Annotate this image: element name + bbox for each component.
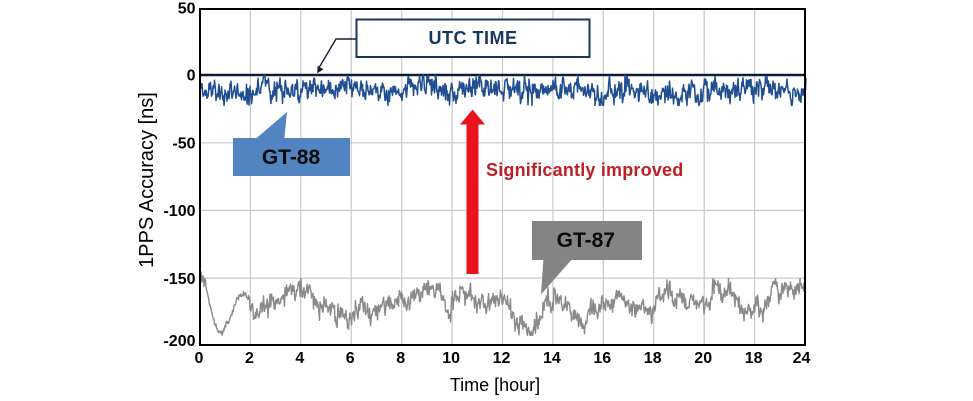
svg-text:-200: -200	[163, 333, 195, 350]
svg-text:50: 50	[178, 1, 196, 18]
svg-text:GT-87: GT-87	[557, 229, 615, 252]
svg-text:0: 0	[195, 350, 204, 367]
svg-text:GT-88: GT-88	[262, 146, 321, 169]
svg-text:18: 18	[644, 350, 662, 367]
svg-text:UTC TIME: UTC TIME	[429, 28, 518, 48]
svg-text:4: 4	[295, 350, 304, 367]
svg-text:10: 10	[442, 350, 460, 367]
svg-text:14: 14	[543, 350, 561, 367]
svg-text:8: 8	[396, 350, 405, 367]
svg-text:Time [hour]: Time [hour]	[450, 375, 540, 395]
svg-text:0: 0	[187, 68, 196, 85]
svg-text:20: 20	[694, 350, 712, 367]
svg-text:-100: -100	[163, 203, 195, 220]
svg-text:12: 12	[493, 350, 511, 367]
svg-text:16: 16	[593, 350, 611, 367]
svg-text:Significantly improved: Significantly improved	[486, 160, 683, 180]
svg-text:-150: -150	[163, 271, 195, 288]
svg-text:1PPS Accuracy [ns]: 1PPS Accuracy [ns]	[136, 92, 158, 268]
svg-text:6: 6	[346, 350, 355, 367]
svg-text:-50: -50	[172, 136, 195, 153]
svg-text:18: 18	[745, 350, 763, 367]
svg-text:2: 2	[245, 350, 254, 367]
svg-text:24: 24	[793, 350, 811, 367]
